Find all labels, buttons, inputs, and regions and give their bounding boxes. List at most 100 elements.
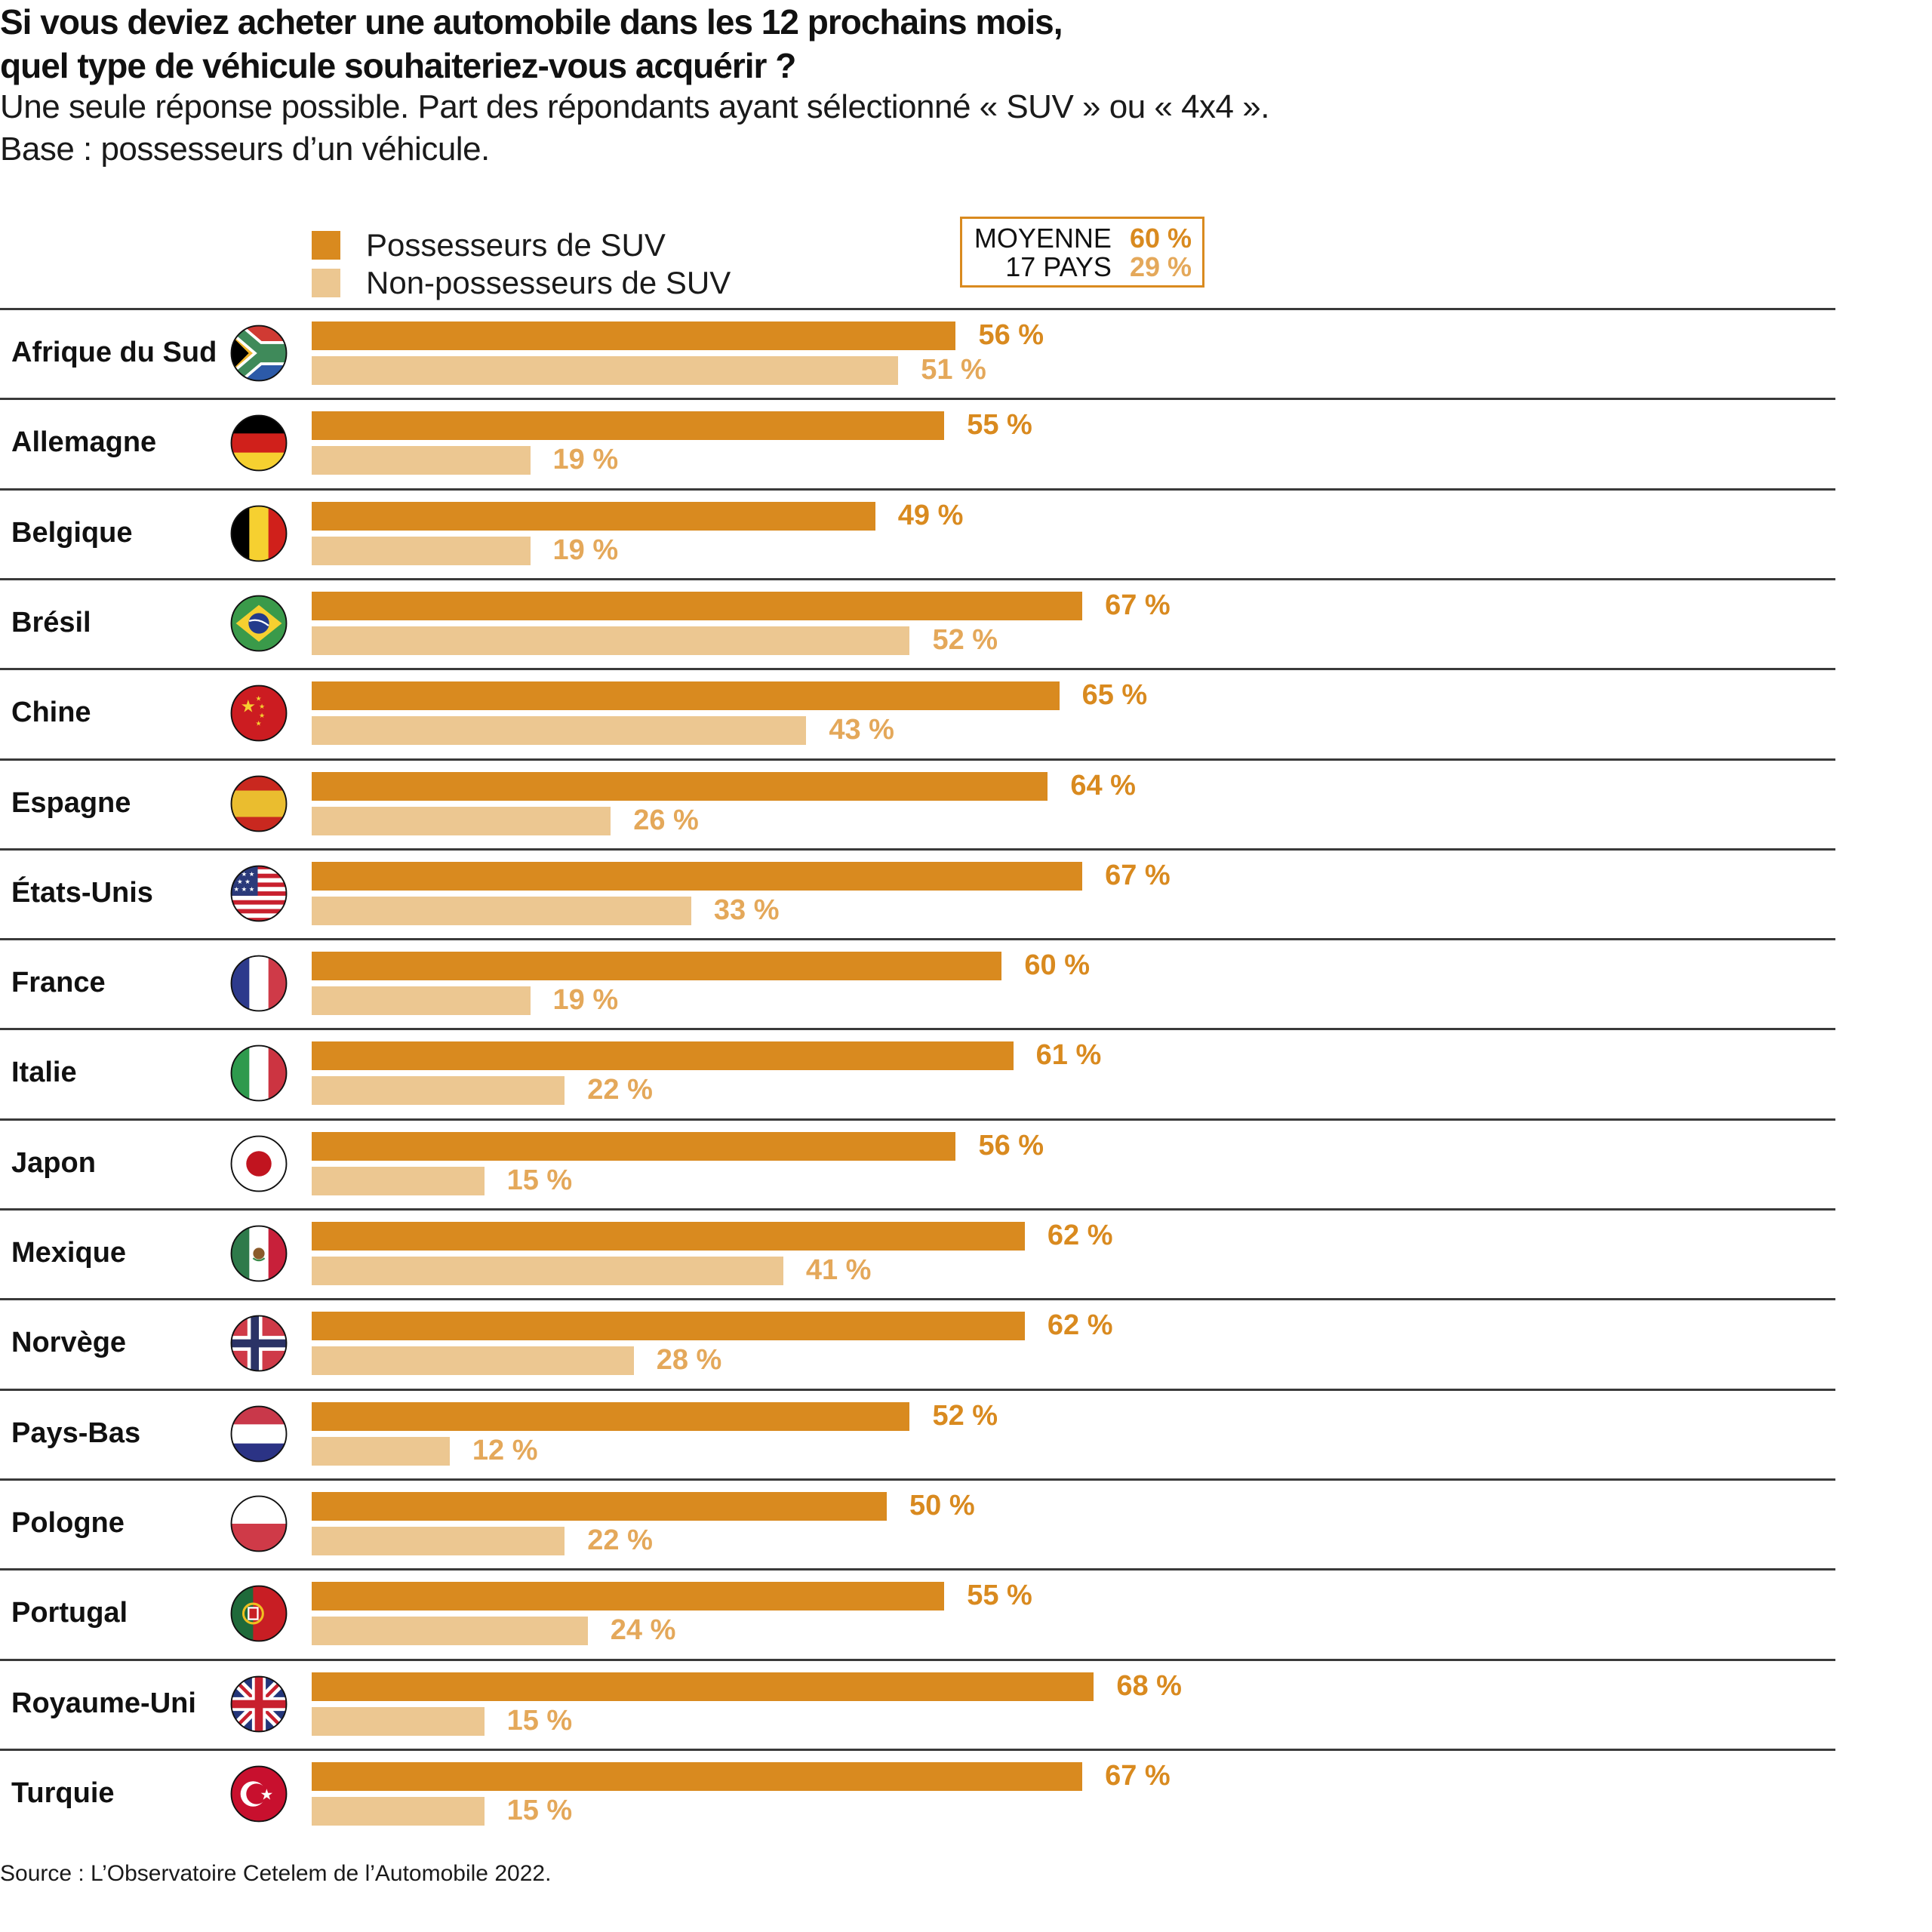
bar-owners <box>312 861 1083 891</box>
row-divider <box>0 308 1835 310</box>
row-divider <box>0 848 1835 851</box>
bar-owners <box>312 681 1060 711</box>
value-label-owners: 61 % <box>1035 1039 1102 1072</box>
bar-non-owners <box>312 446 531 475</box>
value-label-owners: 60 % <box>1024 949 1091 982</box>
average-row-non-owners: 17 PAYS 29 % <box>1005 252 1192 282</box>
bar-non-owners <box>312 1436 450 1466</box>
france-flag-icon <box>230 955 288 1012</box>
value-label-non-owners: 19 % <box>552 534 619 566</box>
country-label: Brésil <box>11 606 91 638</box>
value-label-owners: 62 % <box>1047 1220 1113 1251</box>
chart-title: Si vous deviez acheter une automobile da… <box>0 0 1811 88</box>
bar-non-owners <box>312 1796 485 1826</box>
country-label: Pologne <box>11 1506 125 1539</box>
row-divider <box>0 1478 1835 1481</box>
value-label-non-owners: 51 % <box>921 354 986 386</box>
svg-text:★: ★ <box>259 703 265 711</box>
value-label-owners: 49 % <box>897 499 964 531</box>
bar-non-owners <box>312 356 899 385</box>
average-row-owners: MOYENNE 60 % <box>974 223 1192 254</box>
value-label-owners: 55 % <box>967 1580 1032 1612</box>
belgium-flag-icon <box>230 505 288 562</box>
legend-swatch-owners <box>312 231 340 260</box>
chart-subtitle-line-2: Base : possesseurs d’un véhicule. <box>0 131 490 168</box>
country-label: Norvège <box>11 1327 127 1359</box>
svg-text:★: ★ <box>259 712 265 720</box>
bar-non-owners <box>312 1706 485 1736</box>
value-label-owners: 55 % <box>967 409 1032 441</box>
average-non-owners-value: 29 % <box>1129 251 1192 282</box>
country-label: Japon <box>11 1146 96 1179</box>
value-label-non-owners: 19 % <box>552 444 619 476</box>
svg-text:★ ★: ★ ★ <box>237 878 251 885</box>
svg-text:★: ★ <box>260 1786 274 1803</box>
value-label-owners: 65 % <box>1081 679 1148 712</box>
row-divider <box>0 938 1835 941</box>
row-divider <box>0 1298 1835 1301</box>
spain-flag-icon <box>230 775 288 832</box>
value-label-non-owners: 26 % <box>633 804 699 836</box>
bar-non-owners <box>312 1257 783 1285</box>
netherlands-flag-icon <box>230 1405 288 1463</box>
value-label-non-owners: 15 % <box>506 1704 573 1737</box>
poland-flag-icon <box>230 1495 288 1552</box>
bar-non-owners <box>312 716 807 746</box>
value-label-non-owners: 22 % <box>587 1524 653 1556</box>
norway-flag-icon <box>230 1315 288 1372</box>
bar-owners <box>312 771 1048 801</box>
chart-subtitle: Une seule réponse possible. Part des rép… <box>0 86 1811 171</box>
uk-flag-icon <box>230 1675 288 1733</box>
legend-label-non-owners: Non-possesseurs de SUV <box>366 265 731 300</box>
row-divider <box>0 488 1835 491</box>
bar-owners <box>312 1041 1014 1071</box>
svg-text:★ ★ ★: ★ ★ ★ <box>234 870 255 878</box>
row-divider <box>0 668 1835 671</box>
value-label-owners: 68 % <box>1116 1669 1182 1702</box>
bar-owners <box>312 1761 1083 1791</box>
bar-non-owners <box>312 1346 634 1376</box>
value-label-owners: 56 % <box>978 319 1044 351</box>
value-label-non-owners: 41 % <box>805 1254 872 1286</box>
average-box: MOYENNE 60 % 17 PAYS 29 % <box>960 217 1204 288</box>
source-note: Source : L’Observatoire Cetelem de l’Aut… <box>0 1861 552 1886</box>
value-label-non-owners: 15 % <box>506 1794 573 1826</box>
chart-title-line-1: Si vous deviez acheter une automobile da… <box>0 2 1063 42</box>
bar-non-owners <box>312 1617 588 1646</box>
row-divider <box>0 1028 1835 1031</box>
south-africa-flag-icon <box>230 325 288 382</box>
bar-owners <box>312 1582 945 1611</box>
value-label-owners: 50 % <box>909 1489 975 1521</box>
bar-non-owners <box>312 1526 565 1555</box>
bar-owners <box>312 1491 887 1521</box>
row-divider <box>0 577 1835 580</box>
bar-owners <box>312 501 875 531</box>
value-label-non-owners: 33 % <box>713 894 780 926</box>
bar-owners <box>312 1131 956 1161</box>
country-label: France <box>11 967 106 999</box>
country-label: Belgique <box>11 516 133 549</box>
country-label: Pays-Bas <box>11 1417 141 1449</box>
country-label: États-Unis <box>11 876 153 909</box>
svg-text:★: ★ <box>241 697 256 717</box>
value-label-owners: 67 % <box>1105 1759 1171 1792</box>
chart-title-line-2: quel type de véhicule souhaiteriez-vous … <box>0 46 796 85</box>
value-label-non-owners: 12 % <box>472 1434 538 1466</box>
value-label-non-owners: 22 % <box>587 1074 653 1106</box>
country-label: Chine <box>11 697 91 729</box>
value-label-owners: 62 % <box>1047 1309 1113 1342</box>
bar-owners <box>312 1312 1025 1341</box>
legend-swatch-non-owners <box>312 269 340 297</box>
brazil-flag-icon <box>230 595 288 652</box>
germany-flag-icon <box>230 414 288 472</box>
country-label: Allemagne <box>11 426 157 459</box>
average-owners-value: 60 % <box>1129 223 1192 254</box>
bar-owners <box>312 1401 910 1431</box>
country-label: Portugal <box>11 1597 128 1629</box>
bar-non-owners <box>312 1166 485 1195</box>
average-label-line-2: 17 PAYS <box>1005 251 1112 282</box>
country-label: Turquie <box>11 1777 115 1809</box>
italy-flag-icon <box>230 1044 288 1102</box>
bar-owners <box>312 1222 1025 1251</box>
legend-label-owners: Possesseurs de SUV <box>366 227 666 263</box>
